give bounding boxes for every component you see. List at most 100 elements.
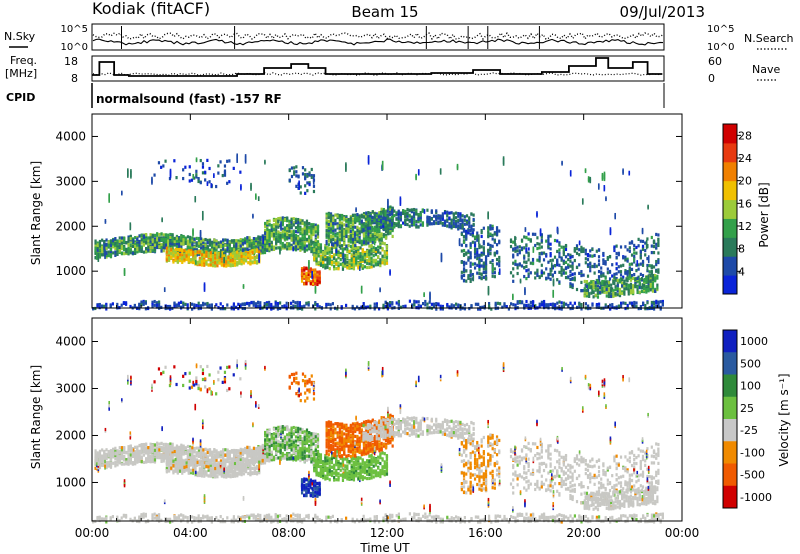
- power-cell: [646, 237, 649, 241]
- power-cell: [534, 271, 537, 275]
- power-cell: [371, 228, 374, 232]
- power-cell: [232, 304, 235, 308]
- power-cell: [299, 218, 302, 222]
- power-cell: [469, 261, 472, 265]
- power-cell: [413, 207, 416, 212]
- power-cell: [413, 223, 416, 227]
- power-cell: [142, 238, 146, 242]
- power-cell: [171, 243, 174, 247]
- power-cell: [647, 282, 650, 286]
- power-cell: [487, 229, 490, 233]
- power-cell: [279, 231, 282, 235]
- power-cell: [292, 221, 295, 225]
- power-cell: [255, 249, 259, 253]
- freq-unit: [MHz]: [5, 67, 37, 80]
- power-cell: [437, 302, 440, 306]
- power-cell: [288, 223, 291, 228]
- power-cell: [350, 263, 353, 267]
- power-cell: [227, 263, 230, 267]
- power-cell: [386, 307, 389, 311]
- power-cell: [176, 252, 179, 256]
- power-cell: [248, 303, 251, 307]
- power-cell: [601, 286, 604, 290]
- power-cell: [333, 254, 336, 258]
- power-cell: [303, 242, 306, 246]
- power-cell: [478, 244, 481, 248]
- power-cell: [98, 248, 102, 252]
- power-cell: [209, 251, 212, 255]
- power-cell: [248, 238, 251, 242]
- power-cell: [479, 307, 482, 311]
- power-cell: [329, 307, 332, 311]
- power-cell: [344, 247, 347, 251]
- power-cell: [248, 244, 251, 248]
- power-cell: [421, 223, 425, 227]
- power-cell: [277, 239, 280, 243]
- power-cell: [527, 272, 530, 276]
- power-cell: [615, 255, 618, 260]
- power-cell: [213, 240, 216, 244]
- power-cell: [377, 217, 381, 222]
- power-cell: [410, 208, 414, 212]
- power-cell: [352, 251, 356, 255]
- power-cell: [391, 215, 394, 220]
- power-cell: [639, 256, 642, 260]
- power-cell: [370, 252, 373, 256]
- power-cell: [313, 242, 316, 247]
- power-cell: [230, 305, 233, 309]
- power-cell: [480, 264, 483, 268]
- power-cell: [556, 249, 559, 254]
- power-cell: [311, 270, 315, 274]
- power-cell: [336, 214, 339, 218]
- power-cell: [633, 243, 636, 248]
- power-cell: [538, 251, 541, 256]
- power-cell: [298, 301, 301, 305]
- power-cell: [351, 222, 355, 227]
- power-cell: [542, 271, 546, 275]
- power-cell: [606, 282, 609, 286]
- power-cell: [580, 245, 583, 249]
- power-cell: [336, 224, 339, 228]
- power-cell: [324, 244, 327, 248]
- power-cell: [343, 232, 346, 236]
- power-cell: [397, 225, 400, 229]
- power-cell: [297, 245, 300, 249]
- power-cell: [172, 253, 175, 257]
- power-cell: [362, 240, 366, 244]
- power-cell: [327, 215, 330, 220]
- power-cell: [275, 241, 278, 245]
- power-cell: [350, 255, 353, 259]
- power-cell: [484, 258, 488, 263]
- power-cell: [328, 256, 331, 260]
- power-cell: [164, 243, 168, 247]
- power-cell: [498, 264, 501, 268]
- power-cell: [171, 241, 174, 245]
- power-cell: [253, 260, 256, 265]
- power-cell: [360, 230, 363, 234]
- power-cell: [618, 280, 622, 284]
- power-cell: [432, 221, 436, 226]
- power-cell: [116, 252, 119, 256]
- power-cell: [372, 260, 375, 264]
- power-cell: [198, 250, 201, 254]
- power-cell: [172, 249, 175, 253]
- power-cell: [630, 241, 634, 245]
- power-cell: [294, 247, 298, 251]
- power-cell: [356, 305, 359, 309]
- power-cell: [274, 301, 277, 305]
- power-cell: [118, 236, 121, 240]
- power-cell: [292, 234, 295, 239]
- power-cell: [194, 249, 197, 254]
- power-cell: [140, 238, 143, 242]
- power-cell: [94, 240, 97, 245]
- power-cell: [462, 252, 466, 257]
- power-cell: [312, 229, 315, 234]
- power-cell: [149, 233, 152, 237]
- power-cell: [204, 302, 207, 306]
- power-cell: [112, 242, 115, 246]
- power-cell: [307, 303, 310, 307]
- power-cell: [158, 232, 161, 237]
- power-cell: [376, 237, 379, 241]
- power-cell: [105, 304, 108, 309]
- power-cell: [365, 215, 368, 219]
